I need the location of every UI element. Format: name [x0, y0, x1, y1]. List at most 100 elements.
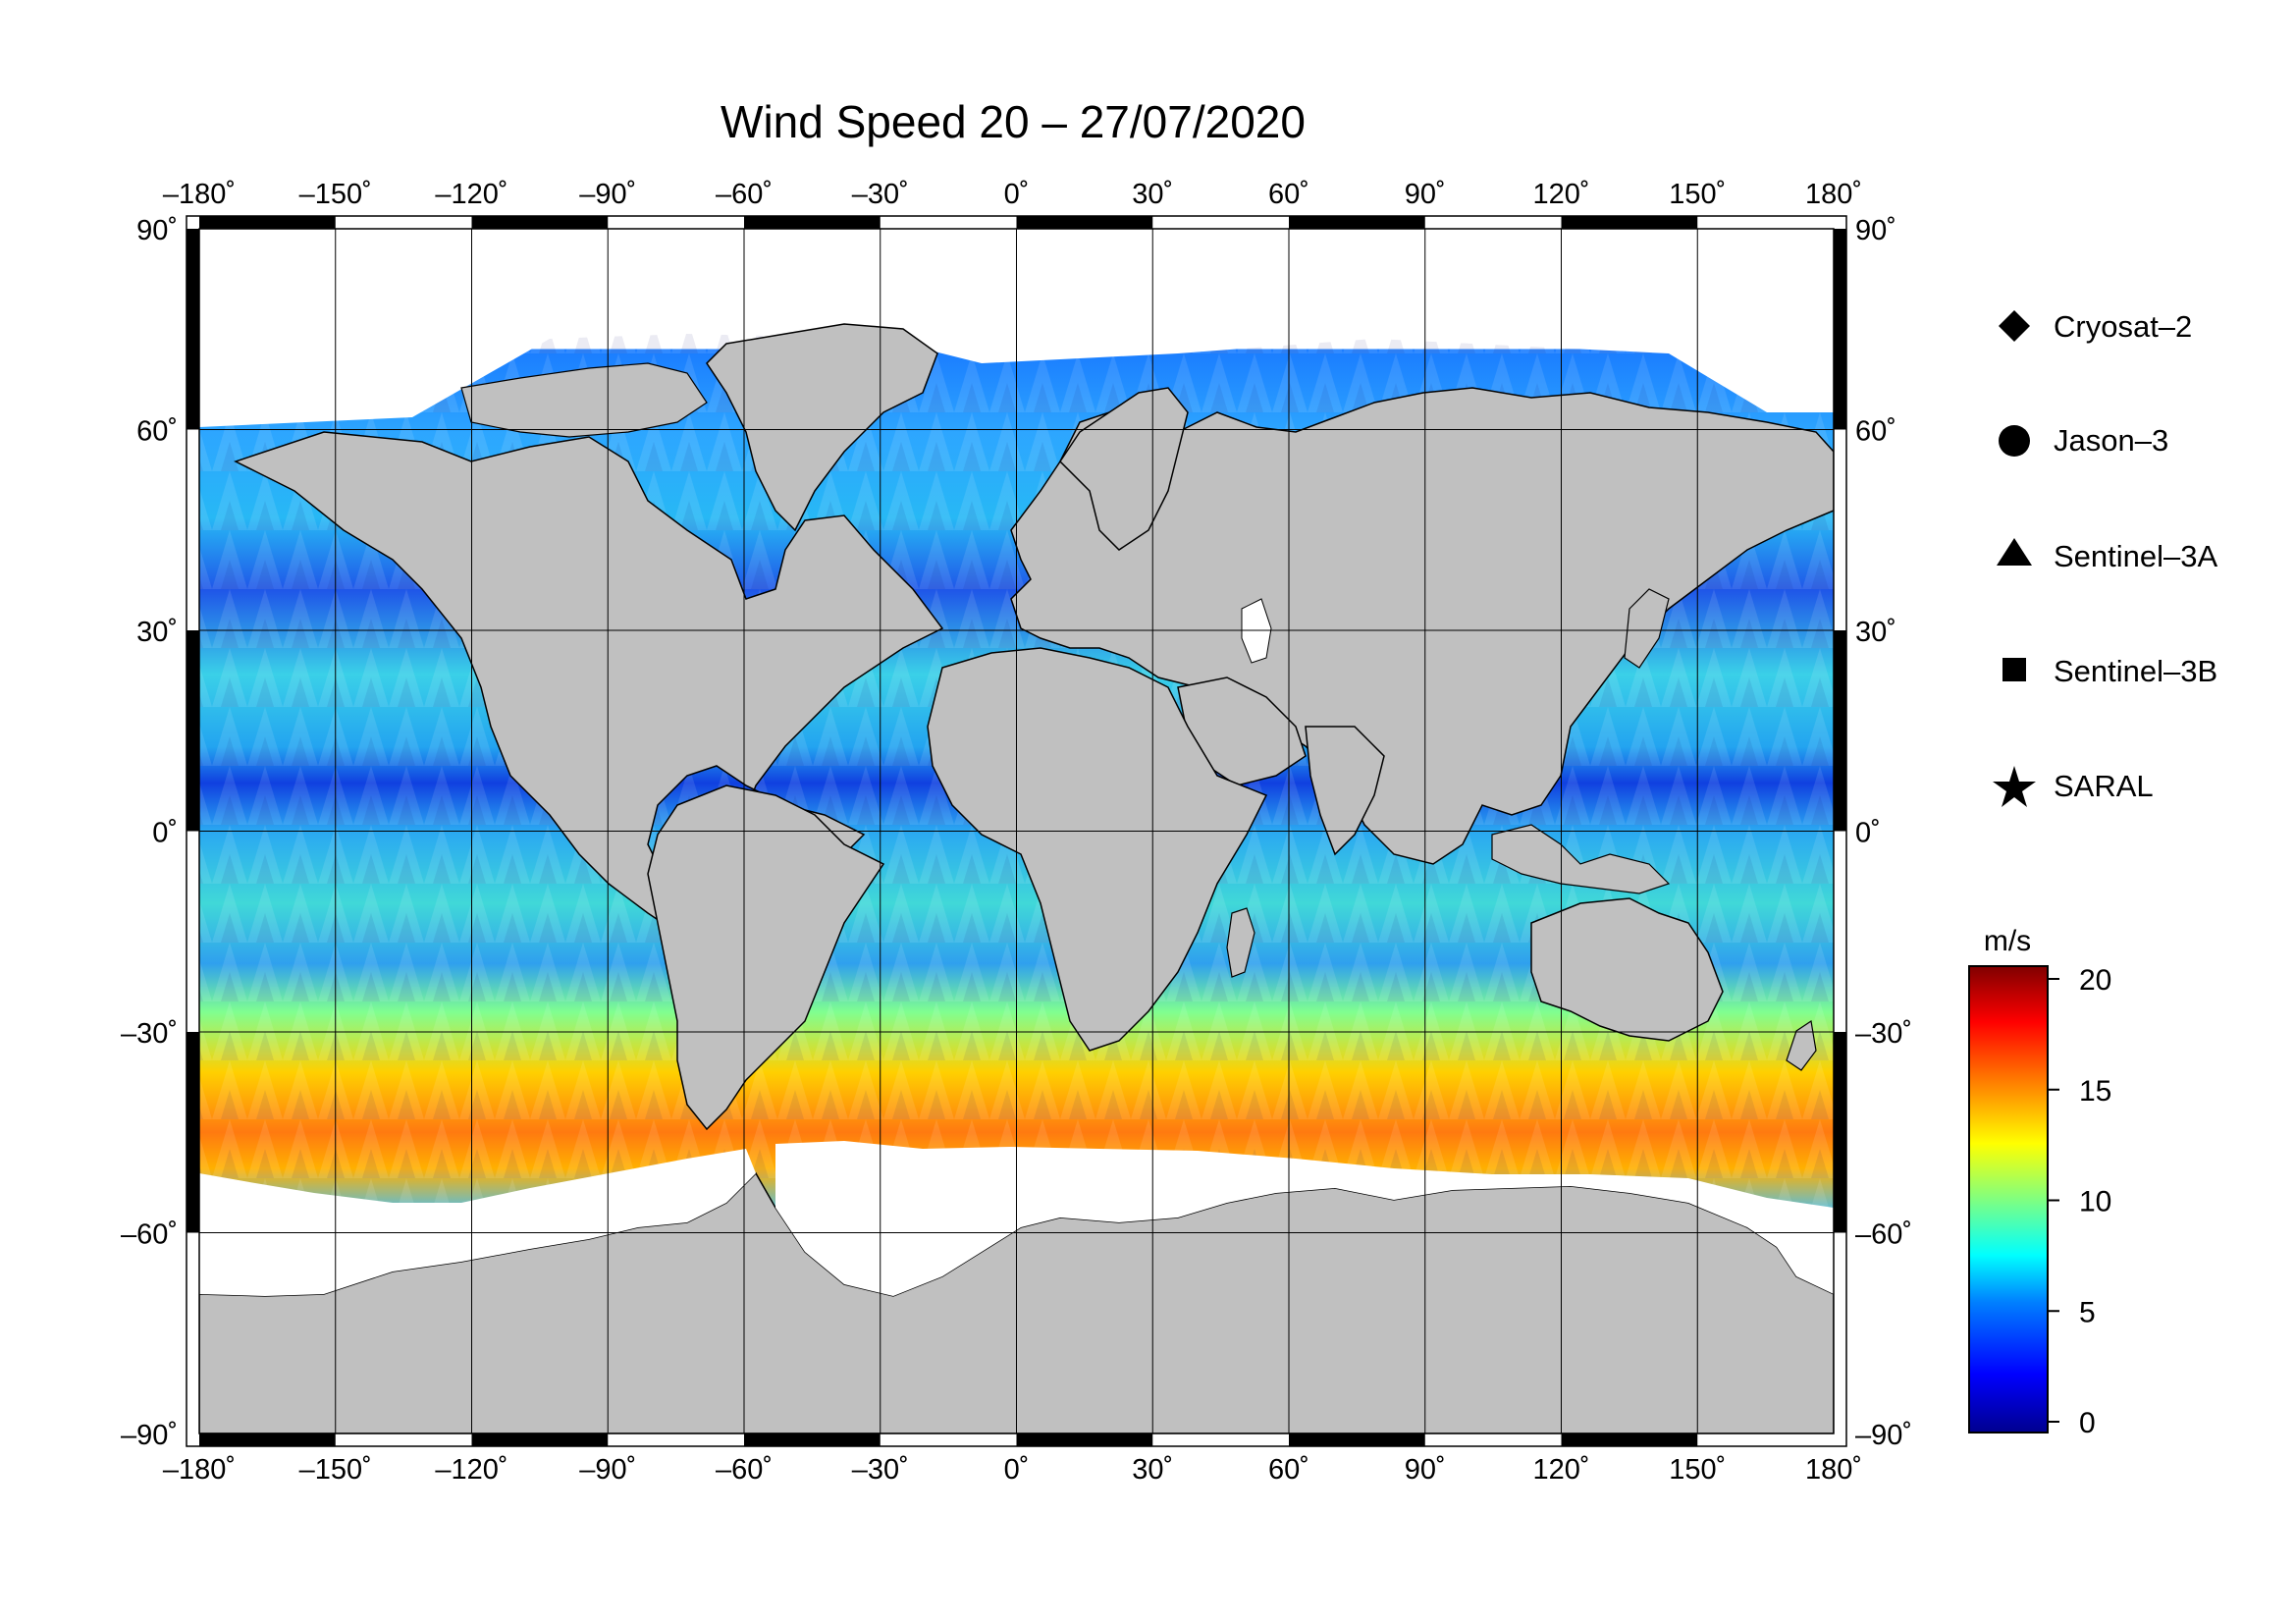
- longitude-tick-label: 150˚: [1669, 179, 1726, 210]
- south-america-land: [647, 784, 885, 1131]
- india-land: [1305, 726, 1385, 856]
- latitude-tick-label: 60˚: [136, 416, 178, 448]
- latitude-tick-label: 0˚: [152, 818, 178, 849]
- legend-item-cryosat: Cryosat–2: [1999, 309, 2192, 344]
- longitude-tick-label: –180˚: [163, 179, 236, 210]
- longitude-tick-label: –90˚: [579, 1454, 636, 1486]
- latitude-tick-label: 0˚: [1855, 818, 1881, 849]
- longitude-tick-label: –90˚: [579, 179, 636, 210]
- latitude-tick-label: 90˚: [1855, 215, 1896, 246]
- latitude-labels-right: 90˚ 60˚ 30˚ 0˚ –30˚ –60˚ –90˚: [1855, 215, 1912, 1451]
- antarctic-ice-east: [775, 1141, 1834, 1296]
- frame-segment-top: [471, 216, 609, 229]
- satellite-legend: Cryosat–2 Jason–3 Sentinel–3A Sentinel–3…: [1993, 309, 2218, 807]
- longitude-tick-label: –60˚: [716, 179, 773, 210]
- frame-segment-top: [1561, 216, 1698, 229]
- australia-land: [1530, 897, 1724, 1042]
- colorbar-tick-label: 5: [2079, 1296, 2096, 1328]
- colorbar-tick-label: 15: [2079, 1075, 2111, 1108]
- frame-segment-bottom: [199, 1434, 336, 1446]
- longitude-tick-label: 30˚: [1132, 179, 1173, 210]
- colorbar-ticks: 20 15 10 5 0: [2048, 964, 2111, 1439]
- square-icon: [2002, 658, 2026, 681]
- longitude-tick-label: –30˚: [852, 179, 909, 210]
- colorbar-tick-label: 10: [2079, 1186, 2111, 1218]
- frame-segment-bottom: [1016, 1434, 1153, 1446]
- latitude-tick-label: –30˚: [121, 1018, 178, 1050]
- frame-segment-left: [187, 1032, 199, 1233]
- legend-label: Sentinel–3B: [2054, 654, 2217, 688]
- latitude-tick-label: –90˚: [121, 1420, 178, 1451]
- latitude-tick-label: –60˚: [1855, 1219, 1912, 1251]
- colorbar-gradient: [1968, 965, 2049, 1434]
- colorbar: m/s 20 15 10 5 0: [1968, 925, 2111, 1439]
- longitude-tick-label: –60˚: [716, 1454, 773, 1486]
- madagascar-land: [1226, 907, 1255, 978]
- diamond-icon: [1999, 310, 2030, 342]
- legend-label: SARAL: [2054, 769, 2154, 803]
- frame-segment-top: [1289, 216, 1425, 229]
- legend-item-jason: Jason–3: [1999, 423, 2168, 458]
- longitude-tick-label: 60˚: [1268, 179, 1309, 210]
- latitude-tick-label: 90˚: [136, 215, 178, 246]
- longitude-tick-label: –120˚: [435, 1454, 507, 1486]
- colorbar-unit: m/s: [1984, 925, 2031, 957]
- frame-segment-right: [1834, 630, 1846, 832]
- longitude-tick-label: 30˚: [1132, 1454, 1173, 1486]
- latitude-tick-label: –90˚: [1855, 1420, 1912, 1451]
- longitude-tick-label: 150˚: [1669, 1454, 1726, 1486]
- latitude-tick-label: 60˚: [1855, 416, 1896, 448]
- colorbar-tick-label: 20: [2079, 964, 2111, 997]
- longitude-tick-label: 90˚: [1405, 1454, 1446, 1486]
- antarctic-ice-shelf: [199, 1149, 756, 1296]
- longitude-tick-label: –120˚: [435, 179, 507, 210]
- frame-segment-top: [199, 216, 336, 229]
- latitude-tick-label: 30˚: [1855, 617, 1896, 648]
- legend-item-sentinel-3a: Sentinel–3A: [1997, 538, 2218, 573]
- frame-segment-bottom: [1289, 1434, 1425, 1446]
- star-icon: [1993, 766, 2036, 807]
- new-zealand-land: [1786, 1019, 1817, 1071]
- canadian-archipelago-land: [460, 362, 708, 438]
- colorbar-tick-label: 0: [2079, 1407, 2096, 1439]
- map-frame: [186, 215, 1847, 1447]
- longitude-tick-label: 120˚: [1532, 179, 1589, 210]
- legend-label: Jason–3: [2054, 423, 2168, 458]
- triangle-icon: [1997, 538, 2032, 566]
- frame-segment-top: [1016, 216, 1153, 229]
- longitude-tick-label: 0˚: [1004, 179, 1030, 210]
- latitude-tick-label: 30˚: [136, 617, 178, 648]
- frame-segment-top: [744, 216, 881, 229]
- legend-item-sentinel-3b: Sentinel–3B: [2002, 654, 2217, 688]
- legend-item-saral: SARAL: [1993, 766, 2154, 807]
- scandinavia-land: [1059, 387, 1189, 551]
- longitude-tick-label: 0˚: [1004, 1454, 1030, 1486]
- longitude-tick-label: –150˚: [299, 179, 372, 210]
- longitude-tick-label: –180˚: [163, 1454, 236, 1486]
- legend-label: Sentinel–3A: [2054, 539, 2218, 573]
- longitude-tick-label: –150˚: [299, 1454, 372, 1486]
- longitude-tick-label: 90˚: [1405, 179, 1446, 210]
- longitude-tick-label: –30˚: [852, 1454, 909, 1486]
- latitude-tick-label: –60˚: [121, 1219, 178, 1251]
- longitude-labels-top: –180˚ –150˚ –120˚ –90˚ –60˚ –30˚ 0˚ 30˚ 60˚ 90˚ 12…: [163, 179, 1862, 210]
- longitude-tick-label: 180˚: [1805, 179, 1862, 210]
- frame-segment-left: [187, 229, 199, 430]
- frame-segment-left: [187, 630, 199, 832]
- africa-land: [927, 647, 1268, 1052]
- japan-land: [1624, 588, 1670, 669]
- circle-icon: [1999, 425, 2030, 457]
- longitude-tick-label: 120˚: [1532, 1454, 1589, 1486]
- longitude-tick-label: 60˚: [1268, 1454, 1309, 1486]
- latitude-labels-left: 90˚ 60˚ 30˚ 0˚ –30˚ –60˚ –90˚: [121, 215, 178, 1451]
- frame-segment-right: [1834, 229, 1846, 430]
- frame-segment-right: [1834, 1032, 1846, 1233]
- map-title: Wind Speed 20 – 27/07/2020: [721, 96, 1306, 147]
- frame-segment-bottom: [471, 1434, 609, 1446]
- frame-segment-bottom: [1561, 1434, 1698, 1446]
- legend-label: Cryosat–2: [2054, 309, 2192, 344]
- latitude-tick-label: –30˚: [1855, 1018, 1912, 1050]
- longitude-labels-bottom: –180˚ –150˚ –120˚ –90˚ –60˚ –30˚ 0˚ 30˚ 60˚ 90˚ 12…: [163, 1454, 1862, 1486]
- longitude-tick-label: 180˚: [1805, 1454, 1862, 1486]
